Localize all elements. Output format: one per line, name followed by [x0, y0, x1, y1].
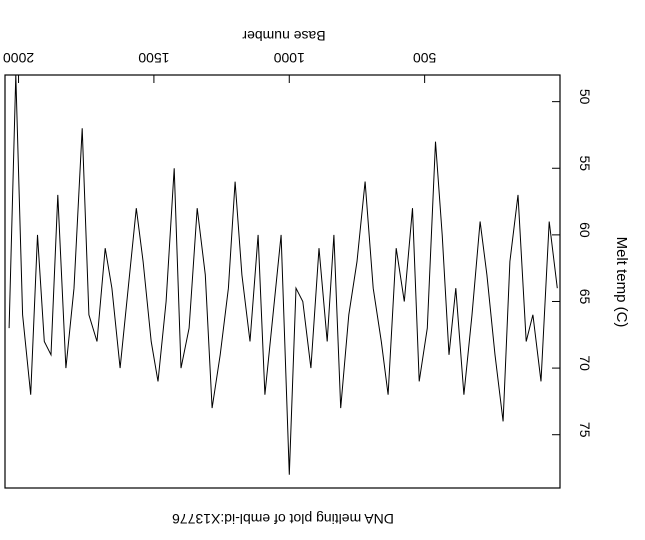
y-tick-label: 75	[577, 422, 593, 438]
y-tick-label: 60	[577, 222, 593, 238]
y-tick-label: 70	[577, 355, 593, 371]
chart-title: DNA melting plot of embl-id:X13776	[172, 511, 394, 527]
y-axis-title: Melt temp (C)	[613, 237, 630, 328]
x-tick-label: 1500	[138, 50, 169, 66]
x-tick-label: 2000	[3, 50, 34, 66]
plot-area	[8, 74, 558, 475]
x-tick-label: 1000	[273, 50, 304, 66]
y-axis-ticks: 50 55 60 65 70 75	[552, 89, 593, 438]
y-tick-label: 50	[577, 89, 593, 105]
y-tick-label: 55	[577, 155, 593, 171]
melting-temperature-line	[8, 74, 558, 475]
x-tick-label: 500	[413, 50, 437, 66]
plot-frame	[4, 74, 561, 489]
y-tick-label: 65	[577, 289, 593, 305]
x-axis-title: Base number	[242, 28, 326, 44]
x-axis-ticks: 500 1000 1500 2000	[3, 50, 437, 83]
